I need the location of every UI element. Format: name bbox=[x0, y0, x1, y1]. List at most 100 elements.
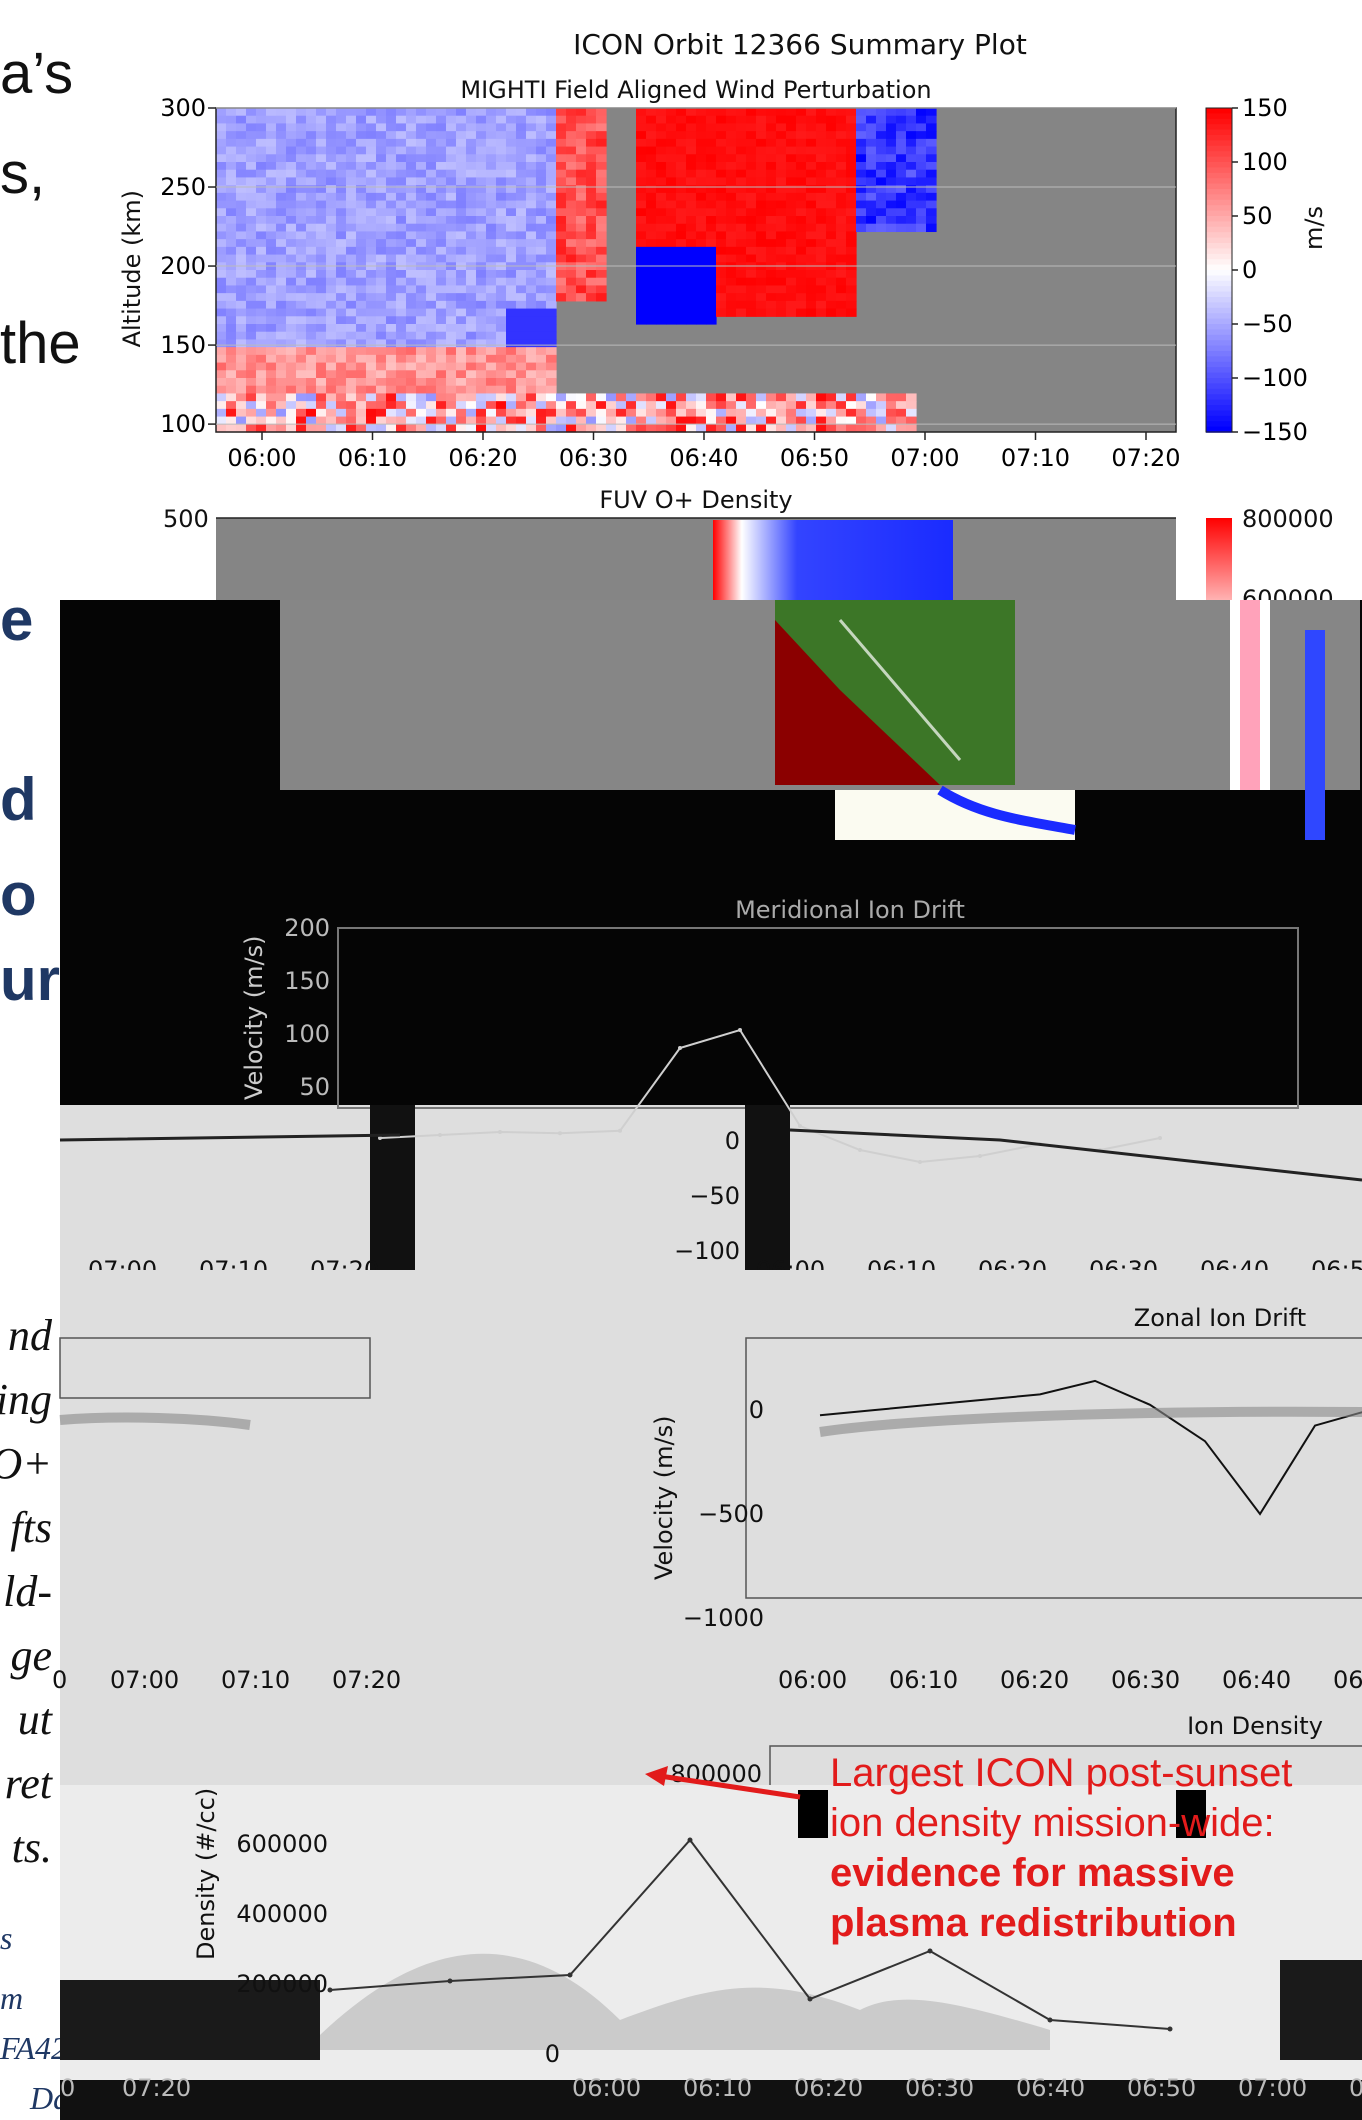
mighti-cell bbox=[376, 216, 387, 225]
mighti-cell bbox=[266, 254, 277, 263]
mighti-cell bbox=[756, 192, 767, 202]
mighti-cell bbox=[556, 216, 567, 225]
mighti-cell bbox=[266, 138, 277, 148]
mighti-cell bbox=[466, 131, 477, 140]
mighti-cell bbox=[776, 393, 787, 402]
mighti-cell bbox=[476, 393, 487, 402]
mighti-cell bbox=[766, 108, 777, 117]
mighti-cell bbox=[826, 177, 837, 186]
mighti-cell bbox=[616, 424, 627, 433]
mighti-cell bbox=[846, 293, 857, 302]
mighti-cell bbox=[766, 285, 777, 294]
mighti-cell bbox=[276, 416, 287, 425]
slide-text-fragment: the bbox=[0, 311, 81, 376]
mighti-cell bbox=[226, 277, 237, 287]
mighti-cell bbox=[806, 115, 817, 125]
mighti-cell bbox=[676, 293, 687, 302]
mighti-cell bbox=[356, 115, 367, 125]
mighti-cell bbox=[216, 239, 227, 248]
mighti-cell bbox=[766, 138, 777, 148]
mighti-cell bbox=[916, 177, 927, 186]
mighti-cell bbox=[456, 385, 467, 395]
mighti-cell bbox=[386, 254, 397, 263]
mighti-cell bbox=[706, 285, 717, 294]
mighti-cell bbox=[846, 416, 857, 425]
mighti-cell bbox=[366, 378, 377, 387]
mighti-cell bbox=[726, 208, 737, 217]
mighti-cell bbox=[556, 138, 567, 148]
mighti-cell bbox=[476, 108, 487, 117]
mighti-cell bbox=[456, 308, 467, 317]
mighti-cell bbox=[506, 216, 517, 225]
mighti-cell bbox=[676, 393, 687, 402]
mighti-cell bbox=[436, 254, 447, 263]
mighti-cell bbox=[546, 277, 557, 287]
mighti-cell bbox=[656, 254, 667, 263]
mighti-cell bbox=[806, 162, 817, 171]
mighti-cell bbox=[446, 131, 457, 140]
mighti-cell bbox=[886, 115, 897, 125]
mighti-cell bbox=[786, 277, 797, 287]
mighti-cell bbox=[226, 115, 237, 125]
mighti-cell bbox=[266, 331, 277, 341]
mighti-cell bbox=[826, 285, 837, 294]
mighti-cell bbox=[606, 393, 617, 402]
mighti-cell bbox=[806, 424, 817, 433]
mighti-cell bbox=[716, 162, 727, 171]
mighti-cell bbox=[486, 408, 497, 418]
mighti-cell bbox=[216, 331, 227, 341]
mighti-cell bbox=[596, 115, 607, 125]
mighti-cell bbox=[876, 216, 887, 225]
mighti-cell bbox=[706, 131, 717, 140]
mighti-cell bbox=[376, 339, 387, 348]
mighti-cell bbox=[406, 254, 417, 263]
mighti-cell bbox=[436, 378, 447, 387]
density-point bbox=[1047, 2017, 1053, 2023]
mighti-cell bbox=[756, 239, 767, 248]
mighti-cell bbox=[766, 200, 777, 209]
mighti-cell bbox=[636, 185, 647, 194]
mighti-cell bbox=[846, 270, 857, 279]
mighti-cell bbox=[846, 169, 857, 179]
mighti-cell bbox=[526, 131, 537, 140]
mighti-cell bbox=[346, 393, 357, 402]
mighti-cell bbox=[676, 216, 687, 225]
mighti-cell bbox=[526, 401, 537, 410]
mighti-cell bbox=[566, 185, 577, 194]
mighti-cell bbox=[416, 362, 427, 371]
mighti-cell bbox=[866, 169, 877, 179]
mighti-cell bbox=[436, 277, 447, 287]
mighti-cell bbox=[266, 239, 277, 248]
mighti-cell bbox=[796, 246, 807, 256]
mighti-cell bbox=[376, 331, 387, 341]
mighti-cell bbox=[526, 154, 537, 163]
zonal-xtick-label: 0 bbox=[52, 1666, 68, 1694]
mighti-cell bbox=[596, 246, 607, 256]
mighti-cell bbox=[296, 354, 307, 364]
mighti-cell bbox=[506, 277, 517, 287]
mighti-cell bbox=[536, 308, 547, 317]
mighti-cell bbox=[376, 393, 387, 402]
mighti-cell bbox=[816, 216, 827, 225]
mighti-cell bbox=[676, 146, 687, 155]
mighti-cell bbox=[786, 246, 797, 256]
mighti-cell bbox=[426, 324, 437, 333]
mighti-cell bbox=[306, 331, 317, 341]
mighti-cell bbox=[706, 316, 717, 325]
mighti-cell bbox=[376, 246, 387, 256]
mighti-cell bbox=[636, 146, 647, 155]
mighti-cell bbox=[256, 378, 267, 387]
mighti-cell bbox=[786, 131, 797, 140]
mighti-cell bbox=[326, 378, 337, 387]
mighti-cell bbox=[886, 408, 897, 418]
mighti-cell bbox=[826, 138, 837, 148]
fuv-ytick: 500 bbox=[163, 505, 209, 533]
mighti-cell bbox=[806, 108, 817, 117]
mighti-cell bbox=[316, 324, 327, 333]
mighti-cell bbox=[806, 223, 817, 233]
mighti-cell bbox=[766, 154, 777, 163]
mighti-cell bbox=[256, 293, 267, 302]
mighti-cell bbox=[706, 254, 717, 263]
mighti-cell bbox=[416, 424, 427, 433]
mighti-cell bbox=[306, 416, 317, 425]
